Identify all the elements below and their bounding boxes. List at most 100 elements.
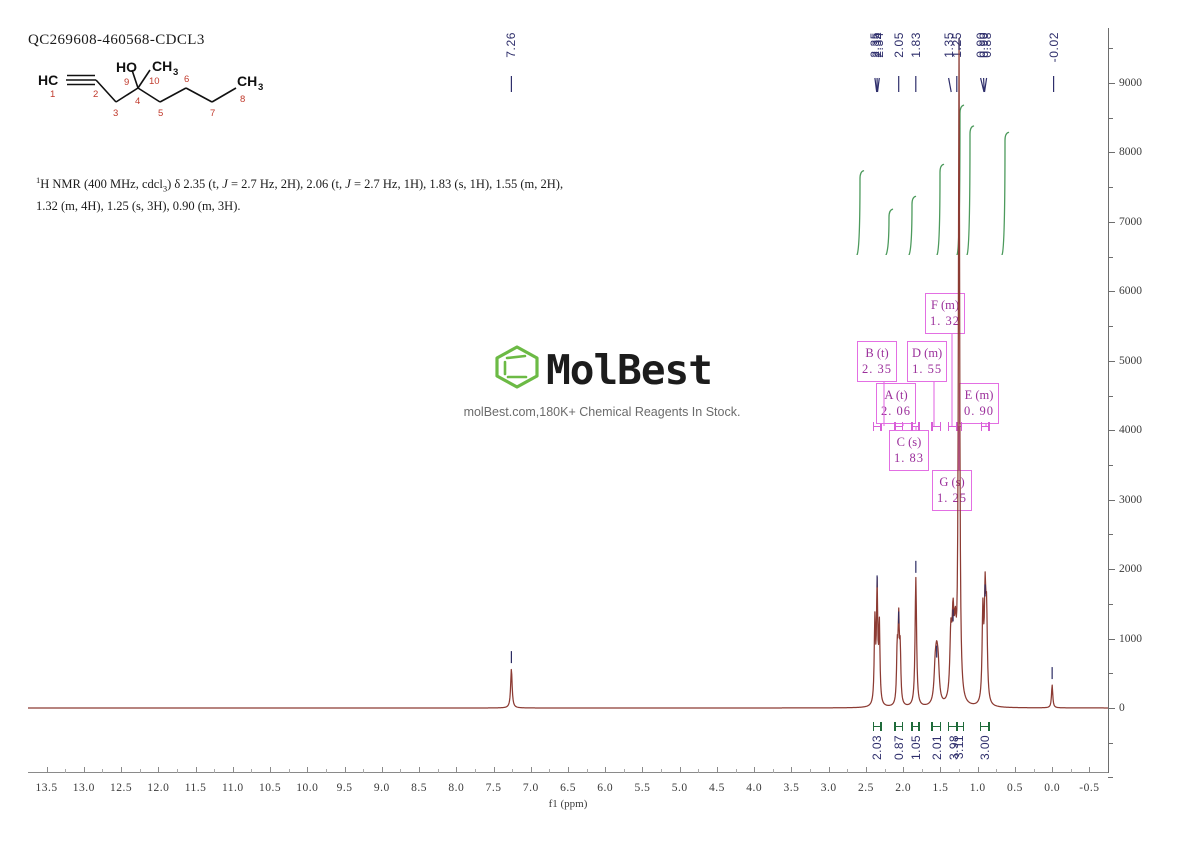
svg-text:4: 4 bbox=[135, 96, 140, 107]
peak-shift-label: 7.26 bbox=[504, 32, 519, 58]
x-axis-minor-tick bbox=[661, 769, 663, 773]
x-axis-tick-label: 4.0 bbox=[746, 782, 763, 794]
x-axis-minor-tick bbox=[400, 769, 402, 773]
integral-value: 3.00 bbox=[978, 735, 993, 760]
multiplet-id-type: C (s) bbox=[896, 435, 922, 449]
x-axis-title: f1 (ppm) bbox=[548, 798, 588, 810]
nmr-line1-post: ) δ 2.35 (t, bbox=[167, 177, 223, 192]
x-axis-tick-label: 8.5 bbox=[411, 782, 427, 794]
x-axis-minor-tick bbox=[474, 769, 476, 773]
multiplet-id-type: B (t) bbox=[865, 346, 889, 360]
multiplet-box-c[interactable]: C (s) 1. 83 bbox=[889, 430, 929, 471]
x-axis-tick bbox=[1052, 767, 1054, 773]
multiplet-box-b[interactable]: B (t) 2. 35 bbox=[857, 341, 897, 382]
svg-text:6: 6 bbox=[184, 74, 189, 85]
x-axis-minor-tick bbox=[996, 769, 998, 773]
multiplet-shift: 1. 32 bbox=[930, 314, 960, 328]
x-axis-minor-tick bbox=[772, 769, 774, 773]
svg-text:2: 2 bbox=[93, 89, 98, 100]
x-axis-tick bbox=[419, 767, 421, 773]
y-axis-tick-label: 0 bbox=[1119, 702, 1125, 714]
x-axis-minor-tick bbox=[623, 769, 625, 773]
peak-shift-label: 1.83 bbox=[908, 32, 923, 58]
y-axis-tick-label: 9000 bbox=[1119, 77, 1142, 89]
nmr-spectrum-trace bbox=[27, 37, 1109, 710]
integral-value: 0.87 bbox=[891, 735, 906, 760]
y-axis-tick bbox=[1108, 83, 1115, 84]
y-axis-tick bbox=[1108, 152, 1115, 154]
x-axis-tick-label: 6.0 bbox=[597, 782, 614, 794]
x-axis-minor-tick bbox=[363, 769, 365, 773]
multiplet-shift: 2. 35 bbox=[862, 362, 892, 376]
x-axis-minor-tick bbox=[1070, 769, 1072, 773]
multiplet-shift: 1. 25 bbox=[937, 491, 967, 505]
x-axis-minor-tick bbox=[810, 769, 812, 773]
watermark-wordmark: MolBest bbox=[546, 345, 713, 394]
integral-value: 2.03 bbox=[870, 735, 885, 760]
multiplet-id-type: D (m) bbox=[912, 346, 943, 360]
y-axis-minor-tick bbox=[1108, 256, 1113, 258]
x-axis-minor-tick bbox=[251, 769, 253, 773]
multiplet-box-e[interactable]: E (m) 0. 90 bbox=[959, 383, 999, 424]
x-axis-tick bbox=[754, 767, 756, 773]
x-axis-tick-label: -0.5 bbox=[1079, 782, 1100, 794]
multiplet-shift: 2. 06 bbox=[881, 404, 911, 418]
y-axis-tick bbox=[1108, 430, 1115, 432]
x-axis-tick bbox=[716, 767, 718, 773]
integral-range-bar bbox=[931, 722, 942, 731]
y-axis-tick bbox=[1108, 360, 1115, 362]
integral-range-bar bbox=[872, 722, 882, 731]
x-axis-tick bbox=[456, 767, 458, 773]
peak-shift-label: 2.34 bbox=[872, 32, 887, 58]
x-axis-tick-label: 2.0 bbox=[895, 782, 912, 794]
x-axis-minor-tick bbox=[847, 769, 849, 773]
x-axis-tick-label: 11.5 bbox=[184, 782, 207, 794]
x-axis-tick-label: 12.0 bbox=[147, 782, 170, 794]
x-axis-tick-label: 3.5 bbox=[783, 782, 800, 794]
peak-shift-label: 0.88 bbox=[979, 32, 994, 58]
x-axis-tick bbox=[530, 767, 532, 773]
svg-text:CH: CH bbox=[152, 58, 172, 74]
x-axis-tick-label: 1.5 bbox=[932, 782, 949, 794]
x-axis-tick-label: 1.0 bbox=[969, 782, 986, 794]
x-axis-tick bbox=[977, 767, 979, 773]
integral-value: 2.01 bbox=[929, 735, 944, 760]
integral-range-bar bbox=[979, 722, 990, 731]
x-axis-tick bbox=[642, 767, 644, 773]
x-axis-tick-label: 7.5 bbox=[485, 782, 502, 794]
x-axis-tick bbox=[903, 767, 905, 773]
x-axis-tick bbox=[605, 767, 607, 773]
y-axis-minor-tick bbox=[1108, 673, 1113, 675]
x-axis-tick-label: 0.5 bbox=[1006, 782, 1023, 794]
x-axis-minor-tick bbox=[65, 769, 67, 773]
y-axis-minor-tick bbox=[1108, 326, 1113, 328]
y-axis-tick-label: 5000 bbox=[1119, 354, 1142, 367]
multiplet-id-type: A (t) bbox=[884, 388, 908, 402]
nmr-j-value-2: = 2.7 Hz, 1H), 1.83 (s, 1H), 1.55 (m, 2H… bbox=[350, 177, 564, 192]
y-axis-minor-tick bbox=[1108, 777, 1113, 779]
x-axis-tick bbox=[791, 767, 793, 773]
multiplet-box-a[interactable]: A (t) 2. 06 bbox=[876, 383, 916, 424]
svg-text:HC: HC bbox=[38, 72, 58, 88]
y-axis-line bbox=[1108, 28, 1109, 773]
x-axis-minor-tick bbox=[921, 769, 923, 773]
x-axis-tick-label: 9.0 bbox=[373, 782, 390, 794]
nmr-j-value-1: = 2.7 Hz, 2H), 2.06 (t, bbox=[227, 177, 346, 192]
x-axis-tick-label: 11.0 bbox=[221, 782, 244, 794]
chemical-structure-diagram: HC HO CH 3 CH 3 1 2 3 4 5 6 7 8 9 10 bbox=[34, 58, 324, 128]
x-axis-tick bbox=[270, 767, 272, 773]
multiplet-shift: 1. 55 bbox=[912, 362, 943, 376]
y-axis-tick-label: 2000 bbox=[1119, 563, 1142, 576]
x-axis-tick bbox=[1014, 767, 1016, 773]
x-axis-minor-tick bbox=[698, 769, 700, 773]
x-axis-tick-label: 5.0 bbox=[671, 782, 688, 794]
nmr-j-symbol-1: J bbox=[222, 177, 228, 192]
x-axis-minor-tick bbox=[884, 769, 886, 773]
multiplet-id-type: E (m) bbox=[964, 388, 994, 402]
multiplet-box-d[interactable]: D (m) 1. 55 bbox=[907, 341, 948, 382]
y-axis-tick-label: 7000 bbox=[1119, 215, 1142, 228]
svg-text:3: 3 bbox=[113, 108, 118, 119]
y-axis-minor-tick bbox=[1108, 742, 1113, 744]
x-axis-tick bbox=[865, 767, 867, 773]
peak-shift-label: 1.25 bbox=[949, 32, 964, 58]
